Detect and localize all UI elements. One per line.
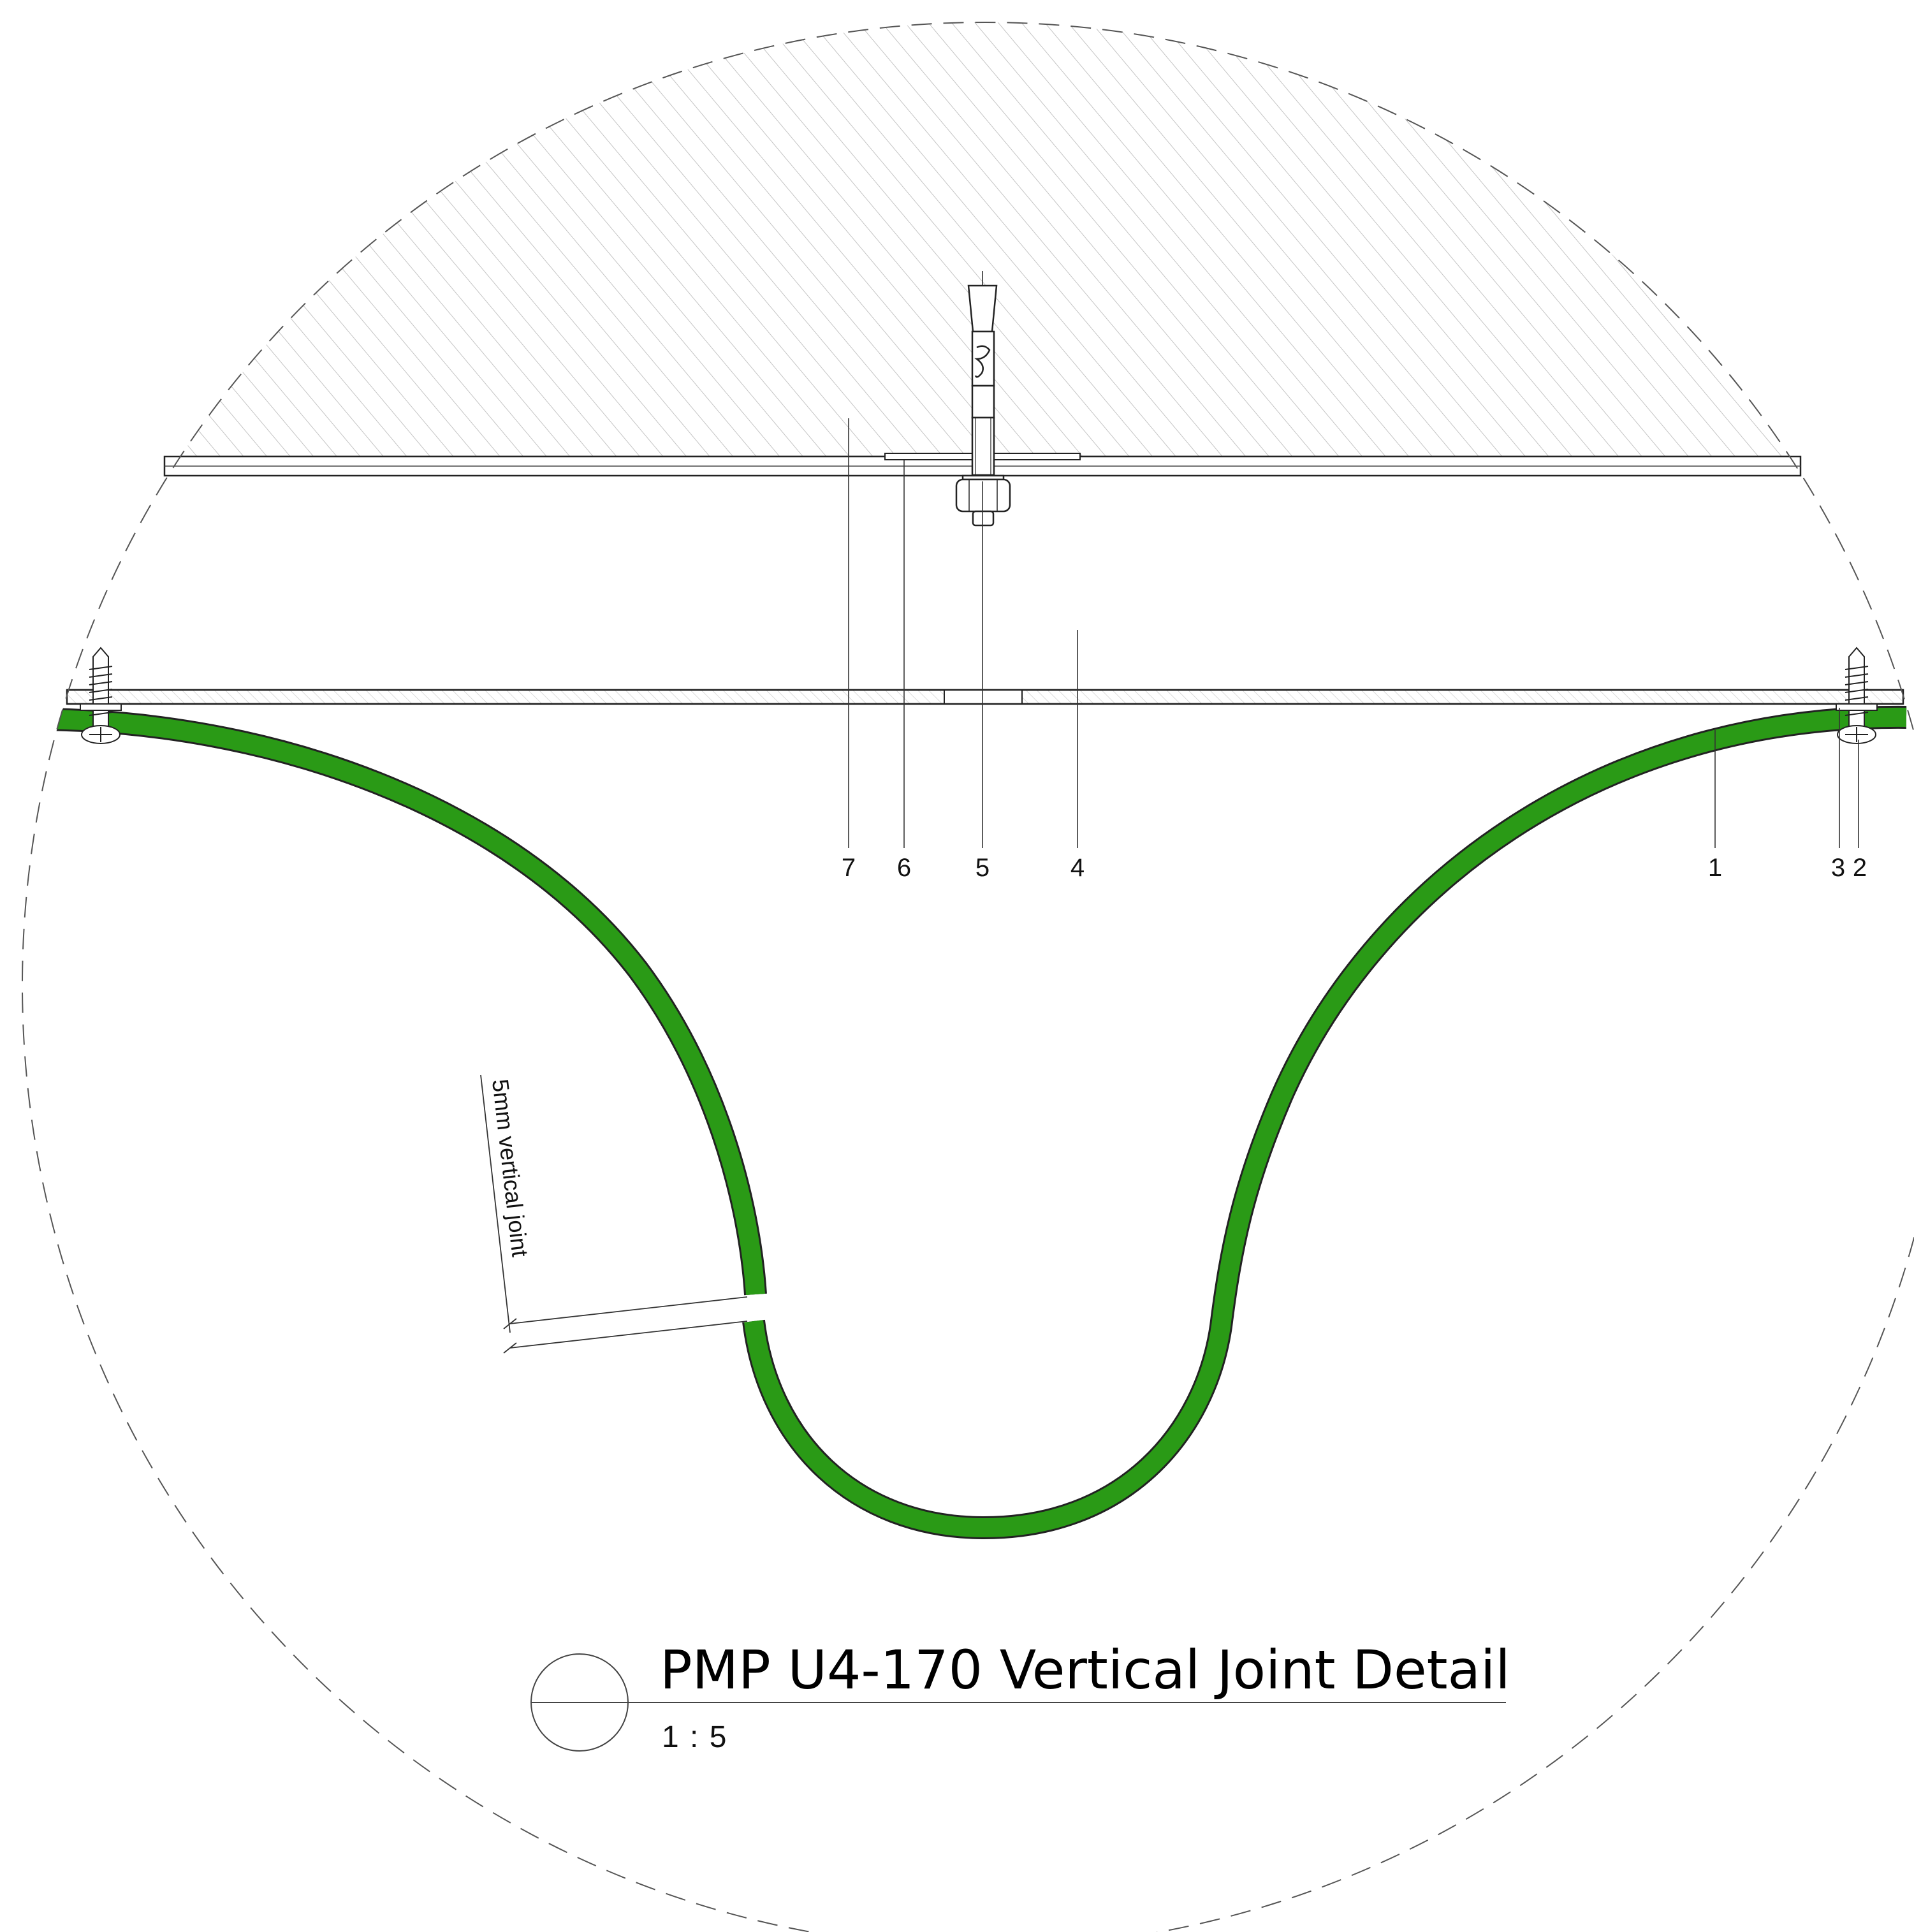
leader-lines [848, 418, 1859, 848]
panel-profile [38, 705, 1907, 1540]
callout-4: 4 [1070, 854, 1085, 882]
callout-2: 2 [1853, 854, 1867, 882]
joint-dimension [480, 1074, 748, 1354]
left-screw [80, 647, 122, 744]
substrate-wall [22, 22, 1914, 458]
detail-title: PMP U4-170 Vertical Joint Detail [660, 1639, 1510, 1701]
detail-scale: 1 : 5 [662, 1720, 727, 1754]
callout-7: 7 [842, 854, 856, 882]
callout-3: 3 [1831, 854, 1845, 882]
anchor-bolt [955, 271, 1011, 527]
right-screw [1836, 647, 1878, 744]
title-block: PMP U4-170 Vertical Joint Detail 1 : 5 [530, 1639, 1510, 1754]
detail-boundary [22, 22, 1914, 1932]
callout-1: 1 [1708, 854, 1722, 882]
joint-note: 5mm vertical joint [487, 1078, 533, 1258]
callout-5: 5 [975, 854, 990, 882]
callout-labels: 7 6 5 4 1 3 2 [842, 854, 1867, 882]
callout-6: 6 [897, 854, 911, 882]
flat-profile [66, 689, 1904, 705]
